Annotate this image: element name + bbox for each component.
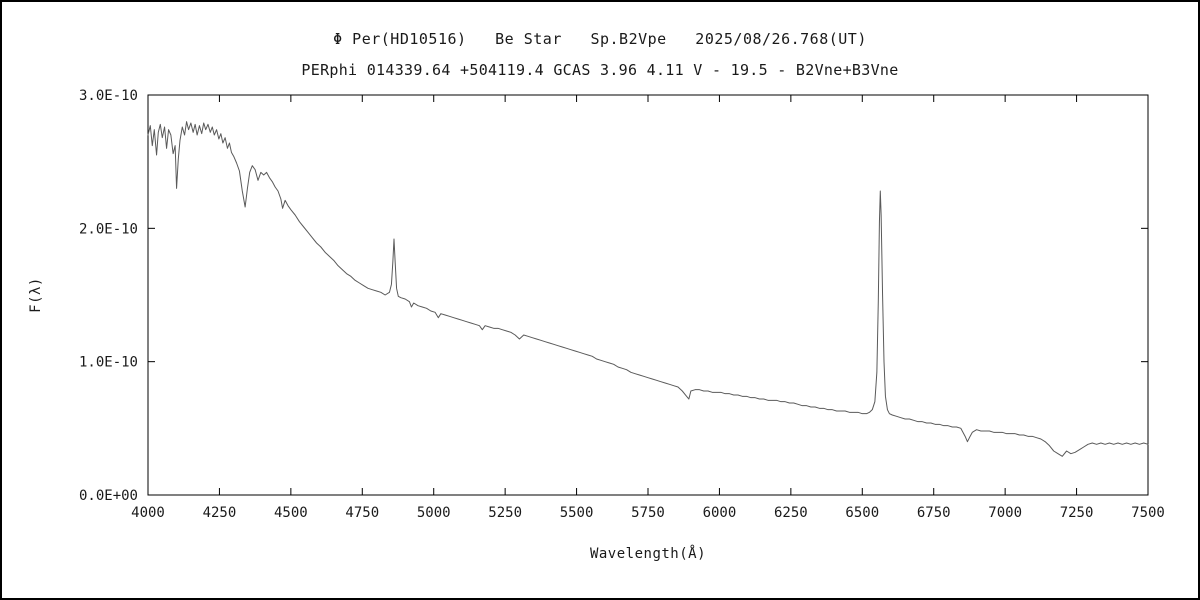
x-tick-label: 4250 — [203, 505, 237, 521]
x-tick-label: 5000 — [417, 505, 451, 521]
x-tick-label: 7000 — [988, 505, 1022, 521]
x-tick-label: 7250 — [1060, 505, 1094, 521]
chart-subtitle: PERphi 014339.64 +504119.4 GCAS 3.96 4.1… — [301, 61, 898, 79]
y-tick-label: 2.0E-10 — [79, 221, 138, 237]
x-tick-label: 4750 — [345, 505, 379, 521]
x-tick-label: 6750 — [917, 505, 951, 521]
y-axis-label: F(λ) — [28, 277, 44, 313]
spectrum-line — [147, 121, 1149, 457]
x-tick-label: 5750 — [631, 505, 665, 521]
y-tick-label: 3.0E-10 — [79, 88, 138, 104]
plot-frame — [147, 94, 1149, 496]
x-tick-label: 7500 — [1131, 505, 1165, 521]
x-tick-label: 6000 — [703, 505, 737, 521]
x-tick-label: 4000 — [131, 505, 165, 521]
axes: 4000 4250 4500 4750 5000 5250 5500 5750 6000 6250… — [79, 88, 1165, 521]
x-tick-label: 6250 — [774, 505, 808, 521]
chart-title: Φ Per(HD10516) Be Star Sp.B2Vpe 2025/08/… — [333, 30, 867, 48]
x-tick-label: 4500 — [274, 505, 308, 521]
x-tick-label: 6500 — [845, 505, 879, 521]
y-tick-label: 0.0E+00 — [79, 488, 138, 504]
spectrum-polyline — [147, 121, 1149, 457]
x-axis-label: Wavelength(Å) — [590, 545, 706, 562]
x-tick-label: 5250 — [488, 505, 522, 521]
x-tick-label: 5500 — [560, 505, 594, 521]
y-tick-label: 1.0E-10 — [79, 355, 138, 371]
